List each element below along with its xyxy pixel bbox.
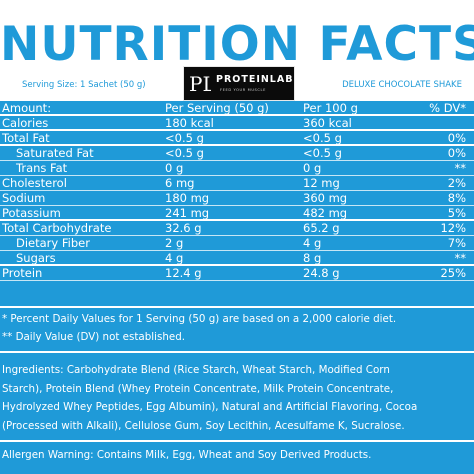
nutrient-name: Protein	[2, 266, 43, 280]
dv-value: 0%	[447, 146, 466, 160]
brand-monogram-icon: PL	[189, 72, 211, 96]
ingredients-line: Ingredients: Carbohydrate Blend (Rice St…	[2, 364, 390, 376]
per-serving-value: 241 mg	[165, 206, 210, 220]
page-title: NUTRITION FACTS	[0, 17, 474, 72]
allergen-divider	[0, 440, 474, 442]
nutrient-name: Total Fat	[2, 131, 50, 145]
serving-size: Serving Size: 1 Sachet (50 g)	[22, 80, 146, 90]
per-100g-value: 12 mg	[303, 176, 340, 190]
per-serving-value: 12.4 g	[165, 266, 202, 280]
table-header-row: Amount: Per Serving (50 g) Per 100 g % D…	[0, 101, 474, 116]
per-100g-value: 4 g	[303, 236, 322, 250]
table-row: Calories 180 kcal 360 kcal	[0, 116, 474, 131]
dv-value: **	[454, 251, 467, 265]
dv-value: 5%	[447, 206, 466, 220]
per-100g-value: 24.8 g	[303, 266, 340, 280]
dv-value: 25%	[440, 266, 466, 280]
per-serving-value: <0.5 g	[165, 146, 204, 160]
brand-logo: PL PROTEINLAB FEED YOUR MUSCLE	[183, 66, 295, 101]
amount-header: Amount:	[2, 101, 52, 115]
dv-value: **	[454, 161, 467, 175]
product-name: DELUXE CHOCOLATE SHAKE	[342, 80, 462, 90]
per-serving-value: 0 g	[165, 161, 184, 175]
table-divider	[0, 306, 474, 308]
per-serving-value: <0.5 g	[165, 131, 204, 145]
table-row: Sodium 180 mg 360 mg 8%	[0, 191, 474, 206]
per-100g-value: 65.2 g	[303, 221, 340, 235]
table-row: Dietary Fiber 2 g 4 g 7%	[0, 236, 474, 251]
allergen-warning: Allergen Warning: Contains Milk, Egg, Wh…	[2, 449, 372, 461]
per-100g-value: 0 g	[303, 161, 322, 175]
per-serving-value: 2 g	[165, 236, 184, 250]
per-100g-value: 360 kcal	[303, 116, 352, 130]
footnote-divider	[0, 351, 474, 353]
per-100g-value: 482 mg	[303, 206, 348, 220]
table-row: Total Fat <0.5 g <0.5 g 0%	[0, 131, 474, 146]
nutrient-name: Cholesterol	[2, 176, 67, 190]
per-serving-value: 6 mg	[165, 176, 195, 190]
table-row: Potassium 241 mg 482 mg 5%	[0, 206, 474, 221]
ingredients-line: Starch), Protein Blend (Whey Protein Con…	[2, 382, 394, 395]
table-row: Protein 12.4 g 24.8 g 25%	[0, 266, 474, 281]
per-serving-value: 180 mg	[165, 191, 210, 205]
dv-footnote: * Percent Daily Values for 1 Serving (50…	[2, 313, 397, 325]
table-row: Sugars 4 g 8 g **	[0, 251, 474, 266]
per-100g-value: <0.5 g	[303, 131, 342, 145]
per-serving-value: 180 kcal	[165, 116, 214, 130]
per-100g-value: 8 g	[303, 251, 322, 265]
dv-value: 2%	[447, 176, 466, 190]
nutrient-name: Dietary Fiber	[16, 236, 90, 250]
nutrient-name: Saturated Fat	[16, 146, 94, 160]
dv-value: 12%	[440, 221, 466, 235]
per-serving-header: Per Serving (50 g)	[165, 101, 269, 115]
nutrient-name: Calories	[2, 116, 49, 130]
svg-text:PL: PL	[189, 72, 211, 96]
per-serving-value: 4 g	[165, 251, 184, 265]
ingredients-text: Ingredients: Carbohydrate Blend (Rice St…	[2, 361, 474, 435]
dv-value: 8%	[447, 191, 466, 205]
nutrient-name: Potassium	[2, 206, 61, 220]
ingredients-line: (Processed with Alkali), Cellulose Gum, …	[2, 419, 405, 432]
per-serving-value: 32.6 g	[165, 221, 202, 235]
table-row: Cholesterol 6 mg 12 mg 2%	[0, 176, 474, 191]
dv-value: 7%	[447, 236, 466, 250]
brand-name: PROTEINLAB	[216, 74, 294, 85]
not-established-footnote: ** Daily Value (DV) not established.	[2, 331, 186, 343]
nutrient-name: Total Carbohydrate	[2, 221, 112, 235]
nutrient-name: Sodium	[2, 191, 46, 205]
nutrient-name: Trans Fat	[16, 161, 68, 175]
brand-tagline: FEED YOUR MUSCLE	[220, 88, 267, 92]
table-row: Saturated Fat <0.5 g <0.5 g 0%	[0, 146, 474, 161]
ingredients-line: Hydrolyzed Whey Peptides, Egg Albumin), …	[2, 401, 418, 413]
table-row: Total Carbohydrate 32.6 g 65.2 g 12%	[0, 221, 474, 236]
dv-value: 0%	[447, 131, 466, 145]
dv-header: % DV*	[429, 101, 466, 115]
nutrient-name: Sugars	[16, 251, 56, 265]
per-100g-value: <0.5 g	[303, 146, 342, 160]
table-row: Trans Fat 0 g 0 g **	[0, 161, 474, 176]
per-100g-value: 360 mg	[303, 191, 348, 205]
per-100g-header: Per 100 g	[303, 101, 358, 115]
